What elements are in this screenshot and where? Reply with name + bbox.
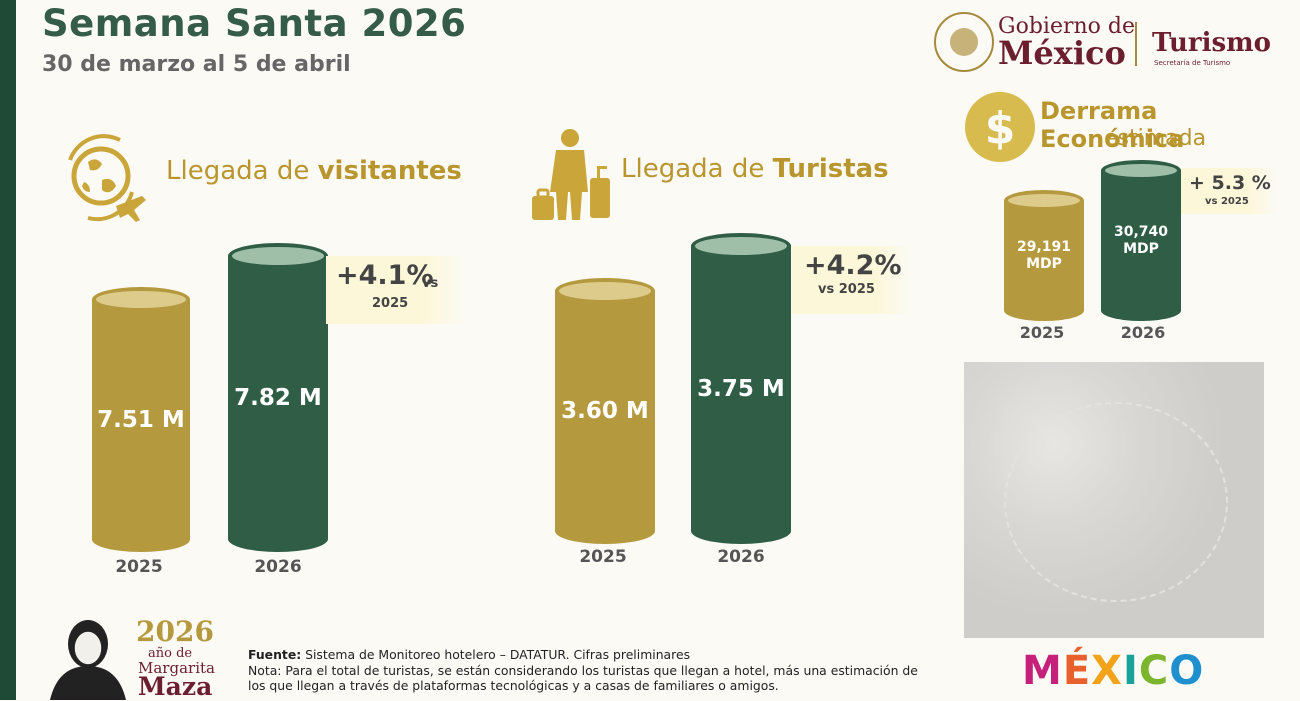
bar-label-visitantes-2026: 7.82 M [234, 385, 322, 411]
derrama-pct-callout: + 5.3 % vs 2025 [1181, 168, 1277, 214]
derrama-vs: vs 2025 [1205, 196, 1249, 207]
visitantes-vs-year: 2025 [372, 296, 409, 311]
bar-label-visitantes-2025: 7.51 M [97, 407, 185, 433]
x-tick-derrama-2025: 2025 [1019, 323, 1065, 342]
bar-label-turistas-2025: 3.60 M [561, 398, 649, 424]
turistas-vs: vs 2025 [818, 282, 875, 297]
gobierno-turismo-logo: Gobierno de México Turismo Secretaría de… [934, 12, 1274, 76]
bar-label-derrama-2026: 30,740 MDP [1113, 224, 1169, 257]
visitantes-vs: vs [422, 276, 439, 291]
bar-label-turistas-2026: 3.75 M [697, 376, 785, 402]
margarita-maza-portrait [44, 614, 130, 700]
bar-visitantes-2025: 7.51 M [92, 287, 190, 552]
turistas-pct: +4.2% [804, 250, 902, 281]
x-tick-visitantes-2026: 2026 [254, 557, 302, 577]
visitantes-pct: +4.1% [336, 260, 434, 291]
bar-turistas-2026: 3.75 M [691, 233, 791, 544]
decorative-pattern-image [964, 362, 1264, 638]
left-accent-bar [0, 0, 16, 700]
margarita-line3: Margarita [138, 659, 215, 677]
visitantes-title: Llegada de visitantes [166, 156, 462, 186]
visitantes-pct-callout: +4.1% vs 2025 [326, 256, 466, 324]
turistas-title: Llegada de Turistas [621, 154, 889, 184]
bar-derrama-2026: 30,740 MDP [1101, 160, 1181, 321]
footer-notes: Fuente: Sistema de Monitoreo hotelero – … [248, 647, 918, 694]
traveler-luggage-icon [532, 129, 610, 220]
national-seal-icon [934, 12, 994, 72]
x-tick-turistas-2026: 2026 [717, 547, 765, 567]
dollar-coin-icon: $ [965, 92, 1035, 162]
derrama-subtitle: estimada [1104, 126, 1207, 151]
svg-text:$: $ [985, 103, 1016, 154]
turistas-pct-callout: +4.2% vs 2025 [792, 246, 912, 314]
margarita-year: 2026 [136, 615, 214, 648]
footer-source: Fuente: Sistema de Monitoreo hotelero – … [248, 647, 691, 662]
margarita-line4: Maza [138, 672, 213, 701]
turismo-sub-label: Secretaría de Turismo [1154, 59, 1231, 67]
page-subtitle: 30 de marzo al 5 de abril [42, 52, 351, 77]
mexico-brand-logo: MÉXICO [1022, 648, 1205, 694]
turismo-label: Turismo [1152, 28, 1271, 58]
derrama-title: Derrama Económica [1040, 97, 1185, 153]
bar-label-derrama-2025: 29,191 MDP [1016, 239, 1072, 272]
x-tick-derrama-2026: 2026 [1120, 323, 1166, 342]
margarita-line2: año de [148, 646, 193, 661]
gobierno-line2: México [998, 34, 1126, 72]
page-title: Semana Santa 2026 [42, 2, 467, 45]
x-tick-turistas-2025: 2025 [579, 547, 627, 567]
footer-note: Nota: Para el total de turistas, se está… [248, 662, 918, 694]
gobierno-line1: Gobierno de [998, 14, 1135, 39]
derrama-pct: + 5.3 % [1189, 172, 1271, 194]
bar-derrama-2025: 29,191 MDP [1004, 190, 1084, 321]
globe-plane-icon [68, 134, 146, 222]
logo-divider [1135, 22, 1137, 66]
bar-turistas-2025: 3.60 M [555, 278, 655, 544]
bar-visitantes-2026: 7.82 M [228, 243, 328, 552]
x-tick-visitantes-2025: 2025 [115, 557, 163, 577]
